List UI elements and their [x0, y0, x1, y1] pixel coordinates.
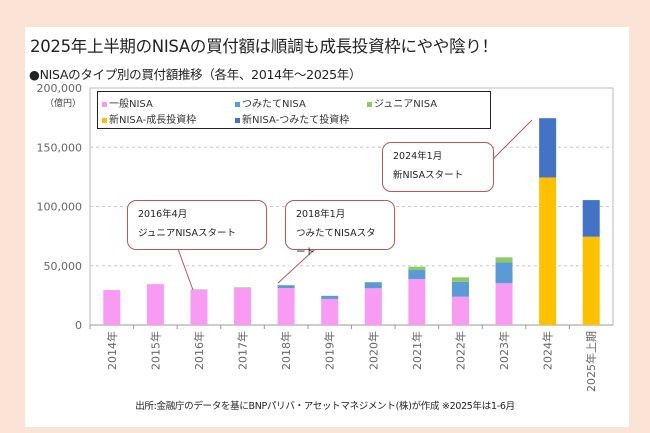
legend-item: 新NISA-成長投資枠 [102, 111, 196, 126]
legend-item: 一般NISA [102, 95, 153, 110]
callout-text: つみたてNISAスタート [296, 228, 376, 258]
legend-swatch [235, 101, 240, 107]
x-tick-label: 2024年 [541, 331, 555, 370]
legend-label: ジュニアNISA [374, 99, 438, 110]
callout-pointer [160, 248, 194, 291]
x-tick-label: 2016年 [192, 331, 206, 370]
bar-segment [451, 277, 469, 282]
legend-label: 新NISA-成長投資枠 [109, 115, 197, 126]
y-tick-label: 0 [75, 319, 82, 332]
bar-segment [364, 282, 382, 289]
legend-label: つみたてNISA [242, 99, 306, 110]
x-tick-label: 2021年 [410, 331, 424, 370]
legend-swatch [102, 101, 107, 107]
bar-segment [364, 288, 382, 325]
legend-label: 一般NISA [109, 99, 153, 110]
callout-date: 2016年4月 [138, 209, 188, 220]
legend-item: ジュニアNISA [367, 95, 437, 110]
bar-segment [582, 200, 600, 237]
bar-segment [408, 270, 426, 280]
x-tick-label: 2015年 [148, 331, 162, 370]
chart-subtitle: ●NISAのタイプ別の買付額推移（各年、2014年～2025年） [29, 67, 362, 82]
legend-label: 新NISA-つみたて投資枠 [242, 115, 350, 126]
y-tick-label: 50,000 [44, 260, 83, 273]
bar-segment [495, 262, 513, 284]
legend-swatch [367, 101, 372, 107]
bar-segment [234, 287, 252, 288]
bar-segment [408, 266, 426, 271]
y-axis-unit: （億円） [45, 97, 81, 109]
x-tick-label: 2017年 [236, 331, 250, 370]
y-tick-label: 150,000 [37, 141, 83, 154]
bar-segment [408, 279, 426, 325]
bar-segment [495, 283, 513, 325]
y-tick-label: 100,000 [37, 201, 83, 214]
legend-swatch [235, 117, 240, 123]
bar-segment [146, 284, 164, 325]
callout-date: 2018年1月 [296, 209, 346, 220]
legend-item: 新NISA-つみたて投資枠 [235, 111, 349, 126]
x-tick-label: 2020年 [366, 331, 380, 370]
bar-segment [190, 289, 208, 325]
bar-segment [451, 296, 469, 325]
bar-segment [321, 298, 339, 325]
legend: 一般NISA つみたてNISA ジュニアNISA 新NISA-成長投資枠 新NI… [97, 91, 491, 129]
bar-segment [539, 177, 557, 325]
source-note: 出所:金融庁のデータを基にBNPパリバ・アセットマネジメント(株)が作成 ※20… [135, 401, 515, 412]
callout-new-nisa: 2024年1月 新NISAスタート [382, 142, 494, 192]
bar-segment [277, 285, 295, 289]
legend-swatch [102, 117, 107, 123]
x-tick-label: 2019年 [323, 331, 337, 370]
x-tick-label: 2018年 [279, 331, 293, 370]
bar-segment [234, 287, 252, 325]
callout-tsumitate-nisa: 2018年1月 つみたてNISAスタート [285, 200, 395, 258]
bar-segment [321, 295, 339, 299]
legend-item: つみたてNISA [235, 95, 306, 110]
bar-segment [451, 281, 469, 297]
x-tick-label: 2022年 [453, 331, 467, 370]
x-tick-label: 2023年 [497, 331, 511, 370]
x-tick-label: 2025年上期 [584, 331, 598, 392]
x-tick-label: 2014年 [105, 331, 119, 370]
bar-segment [103, 290, 121, 325]
callout-date: 2024年1月 [393, 151, 443, 162]
callout-junior-nisa: 2016年4月 ジュニアNISAスタート [127, 200, 267, 250]
bar-segment [277, 288, 295, 325]
bar-segment [582, 236, 600, 325]
y-tick-label: 200,000 [37, 82, 83, 95]
page-title: 2025年上半期のNISAの買付額は順調も成長投資枠にやや陰り！ [30, 37, 498, 56]
callout-text: 新NISAスタート [393, 170, 464, 181]
bar-segment [539, 118, 557, 178]
bar-segment [495, 257, 513, 263]
callout-text: ジュニアNISAスタート [138, 228, 236, 239]
